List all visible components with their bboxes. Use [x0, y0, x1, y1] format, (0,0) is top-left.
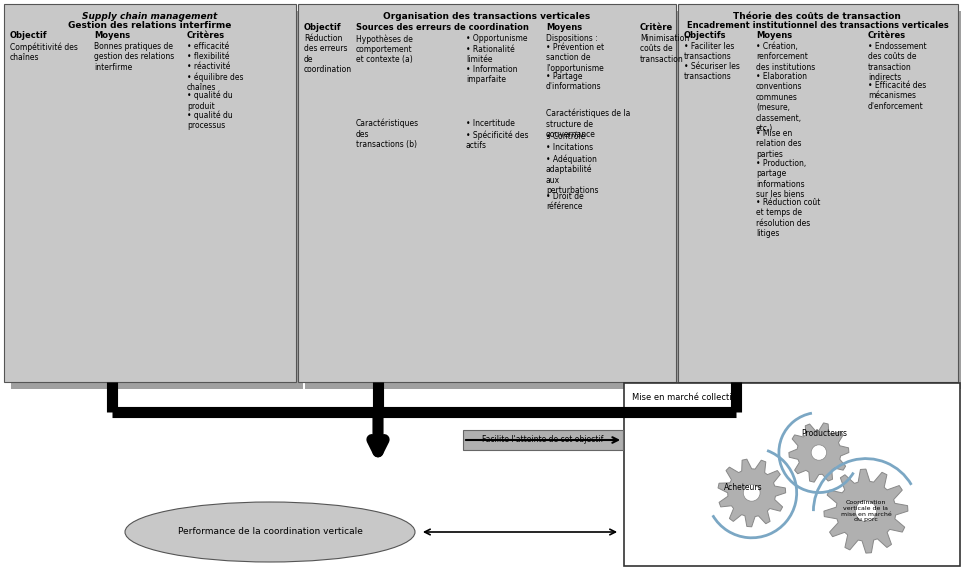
Text: Coordination
verticale de la
mise en marché
du porc: Coordination verticale de la mise en mar…	[840, 500, 891, 523]
Text: Objectif: Objectif	[10, 31, 48, 40]
Text: Producteurs: Producteurs	[801, 428, 846, 437]
Text: Moyens: Moyens	[94, 31, 130, 40]
Bar	[684, 11, 961, 389]
Text: Objectif: Objectif	[304, 23, 341, 32]
Text: • Incitations: • Incitations	[546, 143, 593, 152]
Circle shape	[810, 445, 825, 460]
Text: • Spécificité des
actifs: • Spécificité des actifs	[465, 130, 528, 150]
Text: Supply chain management: Supply chain management	[83, 12, 217, 21]
Bar	[11, 11, 303, 389]
Text: Théorie des coûts de transaction: Théorie des coûts de transaction	[732, 12, 900, 21]
Text: Minimisation
coûts de
transaction: Minimisation coûts de transaction	[639, 34, 688, 64]
Text: Encadrement institutionnel des transactions verticales: Encadrement institutionnel des transacti…	[686, 21, 948, 30]
Text: • Information
imparfaite: • Information imparfaite	[465, 65, 517, 85]
Text: Sources des erreurs de coordination: Sources des erreurs de coordination	[356, 23, 529, 32]
Text: Compétitivité des
chaînes: Compétitivité des chaînes	[10, 42, 78, 62]
Text: Mise en marché collective: Mise en marché collective	[631, 393, 741, 402]
Circle shape	[743, 485, 759, 501]
Text: • qualité du
produit: • qualité du produit	[186, 91, 233, 111]
Text: • Endossement
des coûts de
transaction
indirects: • Endossement des coûts de transaction i…	[867, 42, 925, 82]
Bar	[462, 430, 623, 450]
Text: Caractéristiques
des
transactions (b): Caractéristiques des transactions (b)	[356, 119, 419, 149]
Text: Hypothèses de
comportement
et contexte (a): Hypothèses de comportement et contexte (…	[356, 34, 412, 64]
Text: Réduction
des erreurs
de
coordination: Réduction des erreurs de coordination	[304, 34, 352, 74]
Text: • Rationalité
limitée: • Rationalité limitée	[465, 45, 514, 64]
Text: Organisation des transactions verticales: Organisation des transactions verticales	[383, 12, 590, 21]
Text: • Adéquation
adaptabilité
aux
perturbations: • Adéquation adaptabilité aux perturbati…	[546, 154, 598, 195]
Text: Moyens: Moyens	[546, 23, 581, 32]
Text: Performance de la coordination verticale: Performance de la coordination verticale	[178, 528, 362, 537]
Text: Objectifs: Objectifs	[683, 31, 726, 40]
Text: • efficacité: • efficacité	[186, 42, 229, 51]
Bar	[305, 11, 682, 389]
Polygon shape	[823, 469, 907, 553]
Text: • Partage
d'informations: • Partage d'informations	[546, 72, 601, 91]
Text: • Opportunisme: • Opportunisme	[465, 34, 527, 43]
Polygon shape	[788, 423, 848, 482]
Text: Critères: Critères	[186, 31, 225, 40]
Text: • Elaboration
conventions
communes
(mesure,
classement,
etc.): • Elaboration conventions communes (mesu…	[755, 72, 806, 133]
Text: Dispositions :: Dispositions :	[546, 34, 597, 43]
Text: • réactivité: • réactivité	[186, 62, 230, 71]
Bar	[298, 4, 676, 382]
Text: Critère: Critère	[639, 23, 673, 32]
Text: Moyens: Moyens	[755, 31, 791, 40]
Bar	[4, 4, 296, 382]
Text: • Faciliter les
transactions: • Faciliter les transactions	[683, 42, 733, 61]
Text: • Production,
partage
informations
sur les biens: • Production, partage informations sur l…	[755, 159, 805, 199]
Polygon shape	[717, 459, 785, 527]
Text: • Réduction coût
et temps de
résolution des
litiges: • Réduction coût et temps de résolution …	[755, 198, 820, 238]
Bar	[678, 4, 957, 382]
Text: • Sécuriser les
transactions: • Sécuriser les transactions	[683, 62, 739, 81]
Text: • Mise en
relation des
parties: • Mise en relation des parties	[755, 129, 801, 159]
Ellipse shape	[125, 502, 414, 562]
Text: • Efficacité des
mécanismes
d'enforcement: • Efficacité des mécanismes d'enforcemen…	[867, 81, 925, 111]
Text: • qualité du
processus: • qualité du processus	[186, 110, 233, 130]
Text: Critères: Critères	[867, 31, 905, 40]
Text: Acheteurs: Acheteurs	[723, 483, 761, 492]
Text: • Contrôle: • Contrôle	[546, 132, 584, 141]
Text: • Droit de
référence: • Droit de référence	[546, 192, 583, 211]
Text: • Incertitude: • Incertitude	[465, 119, 514, 128]
Text: Caractéristiques de la
structure de
gouvernance: Caractéristiques de la structure de gouv…	[546, 109, 629, 139]
Text: • Création,
renforcement
des institutions: • Création, renforcement des institution…	[755, 42, 814, 72]
Text: • flexibilité: • flexibilité	[186, 52, 230, 61]
Text: • Prévention et
sanction de
l'opportunisme: • Prévention et sanction de l'opportunis…	[546, 43, 604, 73]
Text: Bonnes pratiques de
gestion des relations
interfirme: Bonnes pratiques de gestion des relation…	[94, 42, 174, 72]
Text: Facilite l'atteinte de cet objectif: Facilite l'atteinte de cet objectif	[481, 436, 604, 445]
Text: Gestion des relations interfirme: Gestion des relations interfirme	[68, 21, 232, 30]
Circle shape	[854, 500, 875, 521]
Bar	[624, 383, 959, 566]
Text: • équilibre des
chaînes: • équilibre des chaînes	[186, 72, 243, 92]
